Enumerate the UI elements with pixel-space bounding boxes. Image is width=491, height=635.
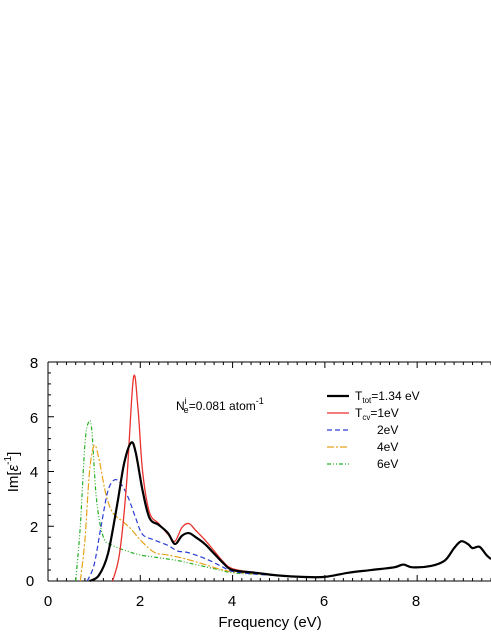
legend-label-6ev: 6eV <box>377 457 398 471</box>
x-tick-label-2: 2 <box>136 593 144 610</box>
legend-label-4ev: 4eV <box>377 440 398 454</box>
x-tick-label-6: 6 <box>320 593 328 610</box>
y-tick-label-0: 0 <box>26 573 34 590</box>
series-2ev-line <box>86 478 491 582</box>
legend-label-2ev: 2eV <box>377 423 398 437</box>
legend: Ttot=1.34 eV Tcv=1eV 2eV 4eV 6eV <box>327 389 420 471</box>
y-axis-title: Im[ε-1] <box>3 452 22 493</box>
y-tick-labels: 0 2 4 6 8 <box>26 355 38 590</box>
legend-label-ttot: Ttot=1.34 eV <box>355 389 420 405</box>
series-group <box>75 374 491 583</box>
x-tick-label-0: 0 <box>44 593 52 610</box>
legend-label-tcv: Tcv=1eV <box>355 406 399 422</box>
tick-marks <box>47 361 491 582</box>
x-tick-labels: 0 2 4 6 8 <box>44 593 420 610</box>
series-tcv-1ev-line <box>111 374 491 582</box>
y-tick-label-8: 8 <box>30 355 38 372</box>
axes <box>47 361 491 582</box>
y-tick-label-4: 4 <box>30 464 38 481</box>
density-annotation: Ni e=0.081 atom-1 <box>176 396 264 415</box>
series-ttot-line <box>88 441 491 583</box>
y-tick-label-2: 2 <box>30 519 38 536</box>
x-tick-label-4: 4 <box>228 593 236 610</box>
x-tick-label-8: 8 <box>412 593 420 610</box>
x-axis-title: Frequency (eV) <box>218 614 321 631</box>
series-6ev-line <box>75 419 491 582</box>
y-tick-label-6: 6 <box>30 410 38 427</box>
